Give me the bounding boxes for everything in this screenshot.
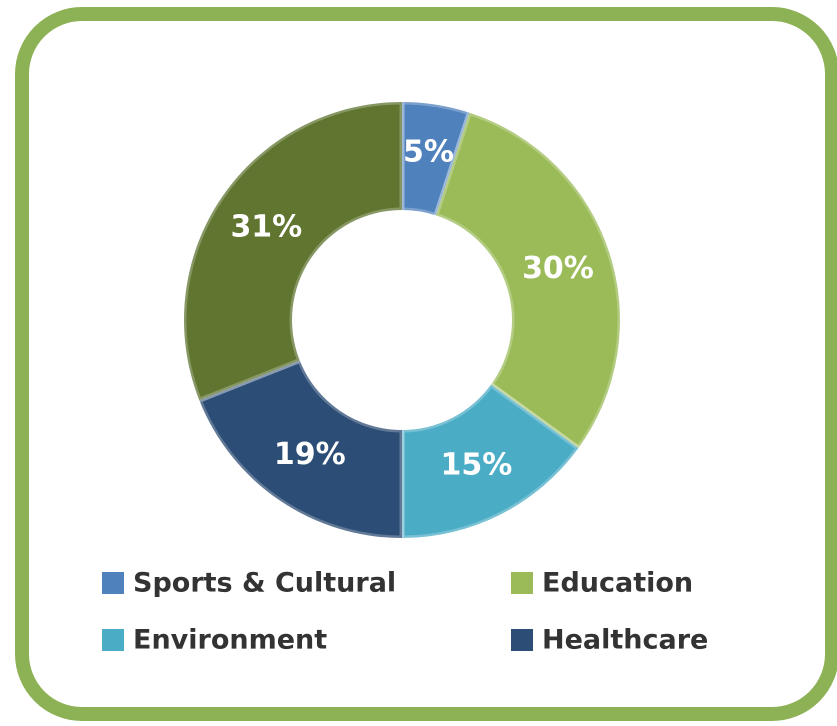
donut-segment	[181, 99, 405, 404]
legend-label: Environment	[133, 625, 327, 656]
legend-label: Healthcare	[542, 625, 708, 656]
donut-segment	[399, 381, 582, 541]
value-label: 19%	[274, 437, 346, 472]
legend-label: Education	[542, 568, 693, 599]
value-label: 30%	[522, 251, 594, 286]
legend-swatch	[102, 572, 124, 594]
legend-swatch	[102, 629, 124, 651]
legend-swatch	[511, 572, 533, 594]
donut-segment	[432, 109, 623, 452]
legend-swatch	[511, 629, 533, 651]
donut-segment	[196, 357, 405, 541]
value-label: 31%	[230, 209, 302, 244]
value-label: 5%	[403, 135, 454, 170]
frame	[15, 7, 837, 721]
legend-label: Sports & Cultural	[133, 568, 396, 599]
value-label: 15%	[441, 448, 513, 483]
